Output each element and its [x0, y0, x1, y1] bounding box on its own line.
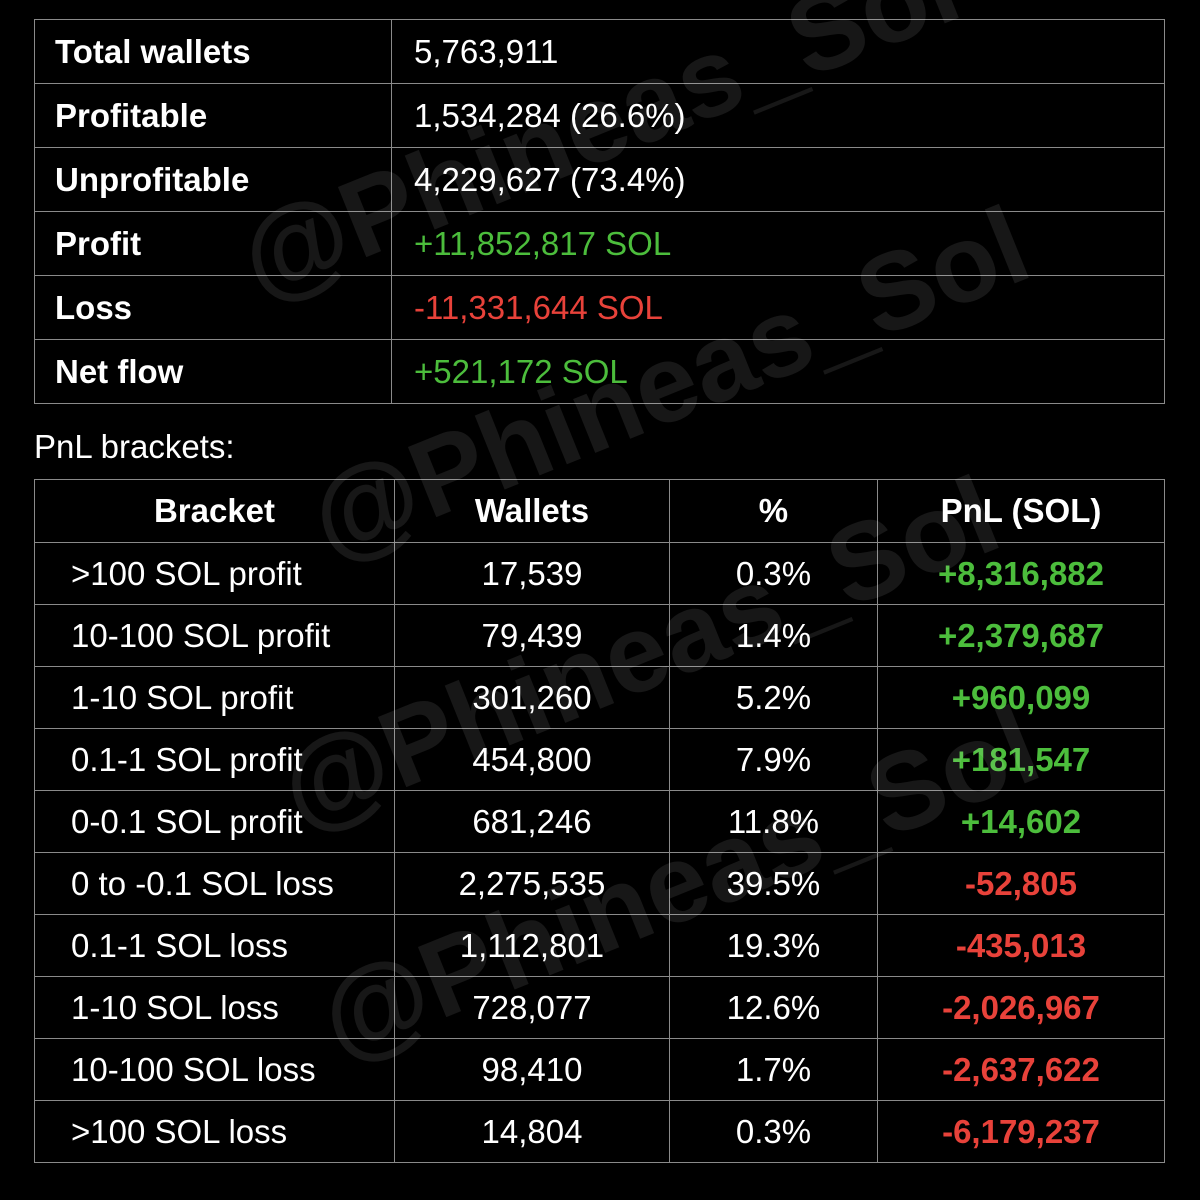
summary-label: Profit: [34, 211, 392, 276]
summary-row: Unprofitable 4,229,627 (73.4%): [34, 147, 1165, 212]
bracket-cell: 39.5%: [668, 852, 878, 915]
bracket-cell: >100 SOL loss: [34, 1100, 395, 1163]
bracket-cell: >100 SOL profit: [34, 542, 395, 605]
bracket-cell: 1,112,801: [394, 914, 670, 977]
bracket-cell: +181,547: [876, 728, 1166, 791]
bracket-cell: 5.2%: [668, 666, 878, 729]
bracket-cell: 0.1-1 SOL loss: [34, 914, 395, 977]
bracket-cell: 1.4%: [668, 604, 878, 667]
bracket-cell: +14,602: [876, 790, 1166, 853]
bracket-row: >100 SOL profit 17,539 0.3% +8,316,882: [34, 542, 1166, 605]
bracket-cell: +960,099: [876, 666, 1166, 729]
summary-label: Unprofitable: [34, 147, 392, 212]
bracket-cell: 0 to -0.1 SOL loss: [34, 852, 395, 915]
section-title: PnL brackets:: [34, 428, 235, 465]
summary-value: -11,331,644 SOL: [391, 275, 1165, 340]
summary-label: Net flow: [34, 339, 392, 404]
bracket-cell: +2,379,687: [876, 604, 1166, 667]
bracket-cell: -6,179,237: [876, 1100, 1166, 1163]
summary-value: 1,534,284 (26.6%): [391, 83, 1165, 148]
bracket-row: 0-0.1 SOL profit 681,246 11.8% +14,602: [34, 790, 1166, 853]
bracket-cell: 728,077: [394, 976, 670, 1039]
bracket-row: 10-100 SOL profit 79,439 1.4% +2,379,687: [34, 604, 1166, 667]
bracket-row: 0.1-1 SOL profit 454,800 7.9% +181,547: [34, 728, 1166, 791]
bracket-cell: -2,637,622: [876, 1038, 1166, 1101]
bracket-row: 0 to -0.1 SOL loss 2,275,535 39.5% -52,805: [34, 852, 1166, 915]
summary-row: Total wallets 5,763,911: [34, 19, 1165, 84]
bracket-cell: 7.9%: [668, 728, 878, 791]
bracket-cell: 10-100 SOL profit: [34, 604, 395, 667]
bracket-row: 1-10 SOL profit 301,260 5.2% +960,099: [34, 666, 1166, 729]
bracket-cell: 98,410: [394, 1038, 670, 1101]
summary-label: Loss: [34, 275, 392, 340]
summary-label: Profitable: [34, 83, 392, 148]
summary-row: Net flow +521,172 SOL: [34, 339, 1165, 404]
bracket-row: 1-10 SOL loss 728,077 12.6% -2,026,967: [34, 976, 1166, 1039]
column-header: PnL (SOL): [876, 479, 1166, 543]
bracket-cell: 0.1-1 SOL profit: [34, 728, 395, 791]
bracket-cell: 454,800: [394, 728, 670, 791]
column-header: Wallets: [394, 479, 670, 543]
column-header: %: [668, 479, 878, 543]
column-header: Bracket: [34, 479, 395, 543]
summary-label: Total wallets: [34, 19, 392, 84]
bracket-row: >100 SOL loss 14,804 0.3% -6,179,237: [34, 1100, 1166, 1163]
summary-value: 4,229,627 (73.4%): [391, 147, 1165, 212]
bracket-cell: 1.7%: [668, 1038, 878, 1101]
bracket-cell: 301,260: [394, 666, 670, 729]
bracket-cell: +8,316,882: [876, 542, 1166, 605]
bracket-row: 10-100 SOL loss 98,410 1.7% -2,637,622: [34, 1038, 1166, 1101]
header-row: Bracket Wallets% PnL (SOL): [34, 479, 1166, 543]
bracket-cell: 10-100 SOL loss: [34, 1038, 395, 1101]
bracket-row: 0.1-1 SOL loss 1,112,801 19.3% -435,013: [34, 914, 1166, 977]
summary-row: Profitable 1,534,284 (26.6%): [34, 83, 1165, 148]
summary-value: +521,172 SOL: [391, 339, 1165, 404]
bracket-cell: 0-0.1 SOL profit: [34, 790, 395, 853]
bracket-cell: 12.6%: [668, 976, 878, 1039]
summary-value: +11,852,817 SOL: [391, 211, 1165, 276]
bracket-cell: 0.3%: [668, 1100, 878, 1163]
brackets-table: Bracket Wallets% PnL (SOL) >100 SOL profit 1…: [34, 479, 1166, 1163]
bracket-cell: 1-10 SOL loss: [34, 976, 395, 1039]
bracket-cell: 2,275,535: [394, 852, 670, 915]
bracket-cell: 79,439: [394, 604, 670, 667]
bracket-cell: 11.8%: [668, 790, 878, 853]
bracket-cell: 14,804: [394, 1100, 670, 1163]
summary-table: Total wallets 5,763,911 Profitable 1,534,28…: [34, 19, 1165, 404]
bracket-cell: 17,539: [394, 542, 670, 605]
bracket-cell: -435,013: [876, 914, 1166, 977]
summary-value: 5,763,911: [391, 19, 1165, 84]
bracket-cell: 19.3%: [668, 914, 878, 977]
bracket-cell: -2,026,967: [876, 976, 1166, 1039]
summary-row: Profit +11,852,817 SOL: [34, 211, 1165, 276]
bracket-cell: 0.3%: [668, 542, 878, 605]
summary-row: Loss -11,331,644 SOL: [34, 275, 1165, 340]
bracket-cell: 681,246: [394, 790, 670, 853]
bracket-cell: 1-10 SOL profit: [34, 666, 395, 729]
bracket-cell: -52,805: [876, 852, 1166, 915]
